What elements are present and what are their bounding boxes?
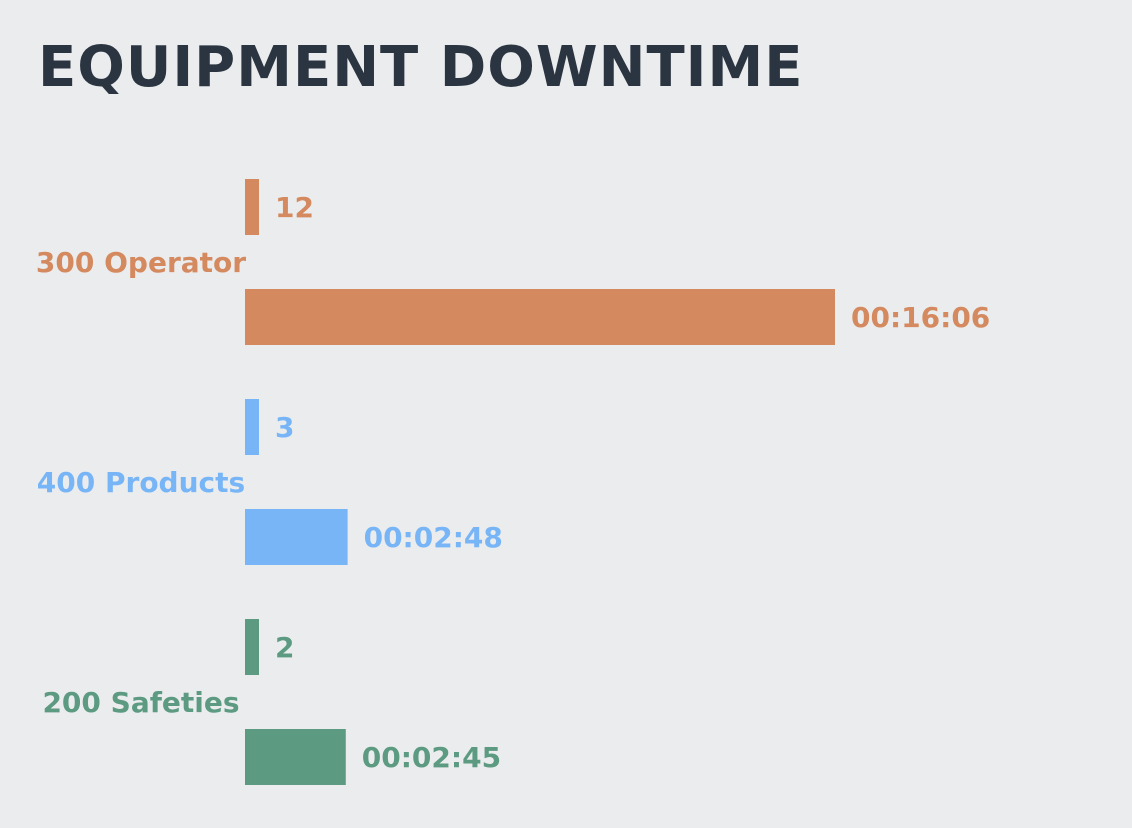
count-bar [245,619,259,675]
category-label: 400 Products [37,466,245,499]
duration-bar [245,509,348,565]
count-bar [245,179,259,235]
chart-title: EQUIPMENT DOWNTIME [38,35,804,100]
duration-bar [245,289,835,345]
category-label: 300 Operator [36,246,246,279]
duration-value-label: 00:02:45 [362,741,501,774]
duration-value-label: 00:02:48 [364,521,503,554]
count-value-label: 12 [275,191,314,224]
category-label: 200 Safeties [42,686,239,719]
duration-value-label: 00:16:06 [851,301,990,334]
count-bar [245,399,259,455]
duration-bar [245,729,346,785]
count-value-label: 3 [275,411,294,444]
count-value-label: 2 [275,631,294,664]
